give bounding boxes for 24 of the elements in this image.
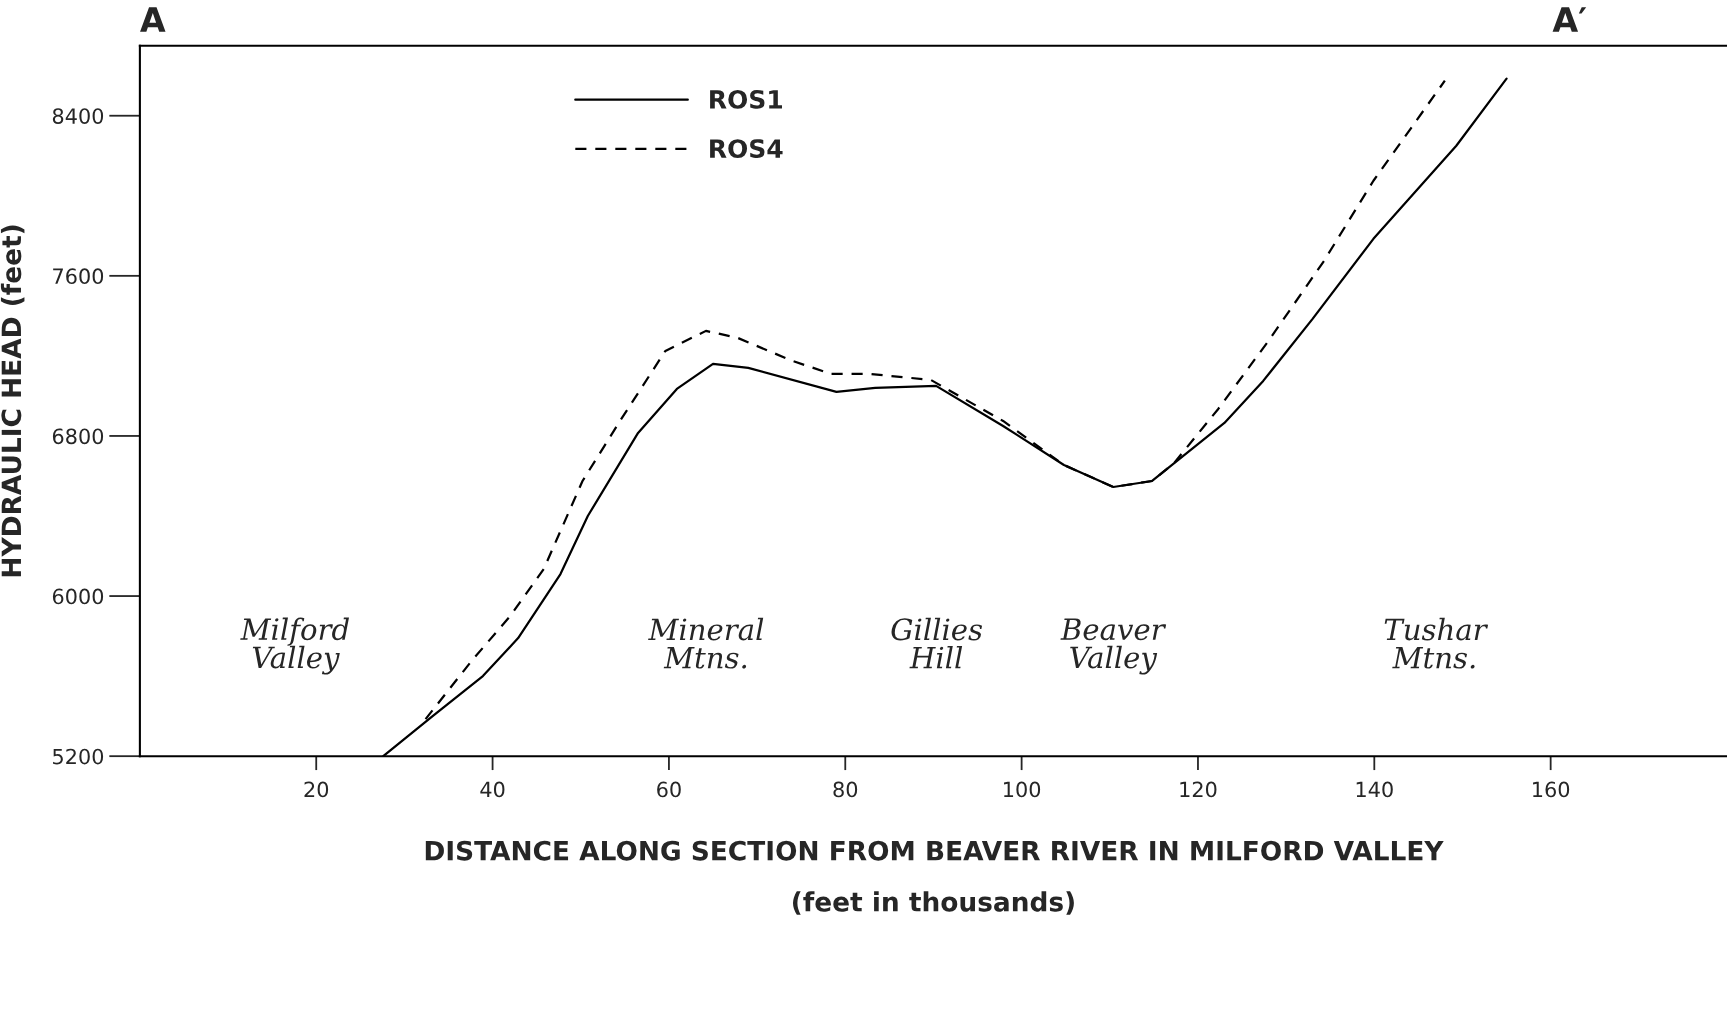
annotation: Gillies Hill: [891, 617, 983, 669]
x-tick-label: 140: [1356, 781, 1393, 798]
annotation: Tushar Mtns.: [1384, 617, 1489, 669]
y-tick-label: 6800: [52, 428, 104, 445]
x-tick-label: 160: [1533, 781, 1570, 798]
y-tick-label: 7600: [53, 268, 104, 285]
y-axis-title: HYDRAULIC HEAD (feet): [0, 225, 25, 577]
x-tick-label: 40: [480, 781, 505, 798]
legend-label: ROS1: [710, 89, 782, 109]
annotation: Beaver Valley: [1060, 618, 1167, 675]
y-tick-label: 5200: [53, 748, 104, 765]
annotation: Milford Valley: [240, 617, 349, 675]
text: A′: [1552, 7, 1587, 32]
x-tick-label: 80: [833, 781, 858, 798]
text: A: [140, 7, 166, 32]
x-tick-label: 20: [304, 781, 329, 798]
x-tick-label: 60: [657, 781, 681, 798]
y-tick-label: 8400: [52, 108, 104, 124]
legend-label: ROS4: [710, 139, 783, 159]
x-axis-title: DISTANCE ALONG SECTION FROM BEAVER RIVER IN MILFORD VALLEY (feet in thousands): [425, 840, 1444, 915]
y-tick-label: 6000: [52, 588, 104, 605]
x-tick-label: 120: [1180, 781, 1217, 798]
annotation: Mineral Mtns.: [648, 617, 764, 669]
x-tick-label: 100: [1004, 781, 1041, 798]
